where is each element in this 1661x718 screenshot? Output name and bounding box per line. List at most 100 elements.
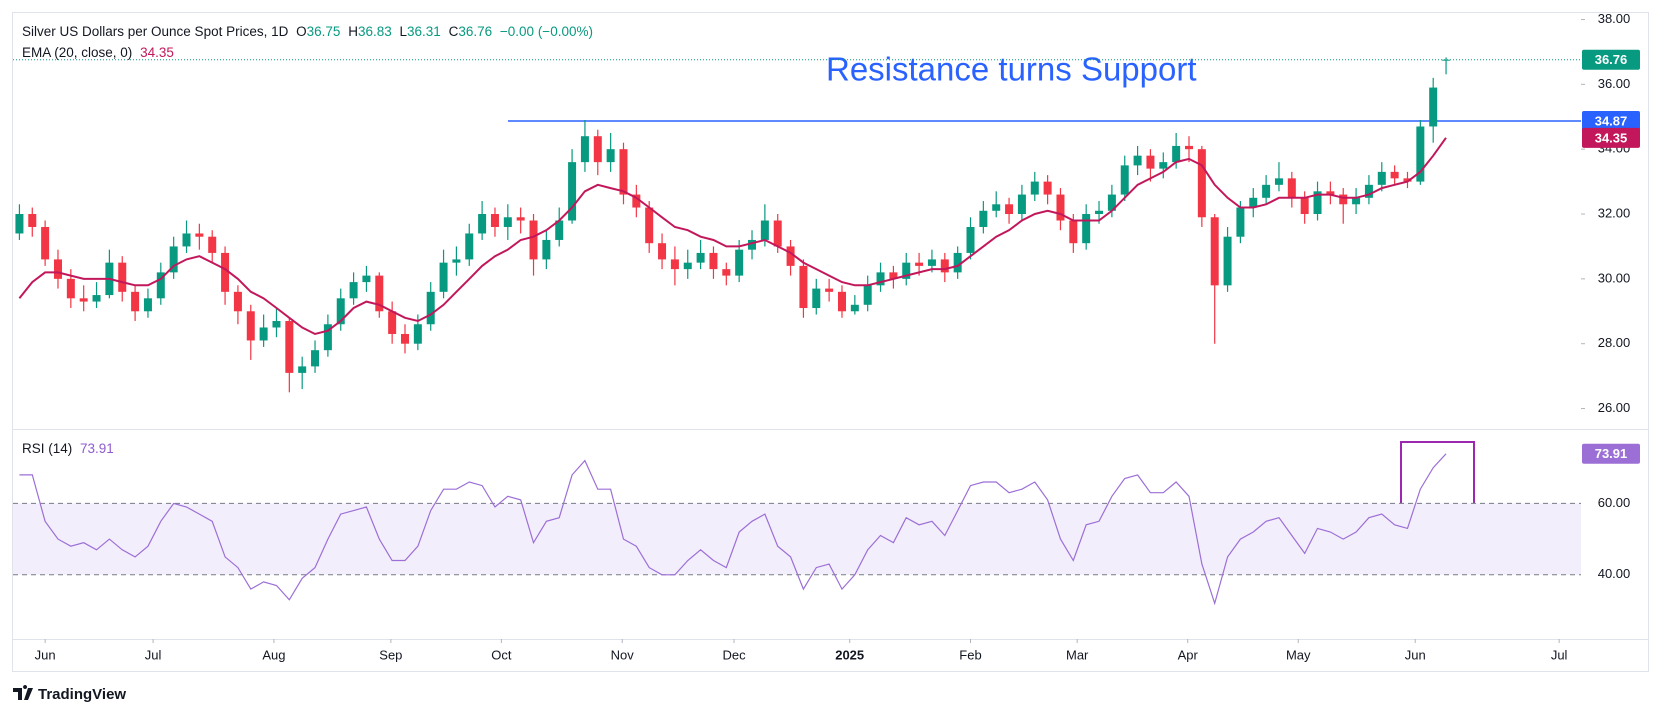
last-price-box bbox=[1582, 49, 1640, 70]
candle-body bbox=[1095, 210, 1104, 215]
candle-body bbox=[1197, 149, 1206, 218]
candle-body bbox=[709, 252, 718, 270]
rsi-box bbox=[1582, 443, 1640, 464]
candle-body bbox=[233, 291, 242, 312]
candle-body bbox=[1274, 178, 1283, 185]
candle-body bbox=[1005, 204, 1014, 215]
candle-body bbox=[1300, 197, 1309, 215]
ohlc-value: 36.83 bbox=[357, 24, 392, 39]
rsi-tick-label: 40.00 bbox=[1598, 566, 1631, 581]
candle-body bbox=[1236, 207, 1245, 237]
candle-body bbox=[182, 233, 191, 247]
candle-body bbox=[1223, 236, 1232, 286]
candle-body bbox=[542, 239, 551, 260]
candle-body bbox=[902, 262, 911, 279]
candle-body bbox=[1364, 184, 1373, 198]
ema-label: 34.35 bbox=[1595, 130, 1628, 145]
candle-body bbox=[953, 252, 962, 273]
candle-body bbox=[568, 162, 577, 221]
resistance-label: 34.87 bbox=[1595, 113, 1628, 128]
legend-rsi-value: 73.91 bbox=[80, 441, 114, 456]
candle-body bbox=[362, 275, 371, 283]
candle-body bbox=[1146, 155, 1155, 169]
candle-body bbox=[1390, 171, 1399, 179]
candle-body bbox=[1043, 181, 1052, 195]
candle-body bbox=[1210, 217, 1219, 286]
candle-body bbox=[722, 269, 731, 276]
ema-line bbox=[18, 137, 1447, 336]
candle-body bbox=[992, 204, 1001, 211]
legend-ema: EMA (20, close, 0) 34.35 bbox=[22, 45, 178, 60]
x-tick-label: Feb bbox=[959, 647, 981, 662]
candle-body bbox=[452, 259, 461, 263]
candle-body bbox=[979, 210, 988, 227]
candle-body bbox=[748, 239, 757, 250]
candle-body bbox=[1326, 191, 1335, 195]
candle-body bbox=[966, 226, 975, 253]
ohlc-letter: L bbox=[399, 24, 408, 39]
candle-body bbox=[1056, 194, 1065, 221]
y-tick-label: 36.00 bbox=[1598, 76, 1631, 91]
candle-body bbox=[580, 136, 589, 163]
candle-body bbox=[735, 249, 744, 276]
candle-body bbox=[1442, 59, 1451, 61]
candle-body bbox=[41, 226, 50, 260]
candle-body bbox=[696, 252, 705, 263]
candle-body bbox=[1017, 194, 1026, 215]
candle-body bbox=[323, 324, 332, 351]
candle-body bbox=[336, 298, 345, 325]
rsi-label: 73.91 bbox=[1595, 446, 1628, 461]
chart-border bbox=[12, 12, 1649, 672]
candle-body bbox=[1133, 155, 1142, 166]
candle-body bbox=[1377, 171, 1386, 185]
x-tick-label: Jun bbox=[35, 647, 56, 662]
candle-body bbox=[311, 350, 320, 367]
ohlc-letter: H bbox=[348, 24, 358, 39]
candle-body bbox=[413, 324, 422, 344]
candle-body bbox=[1172, 145, 1181, 163]
candle-body bbox=[876, 272, 885, 286]
candle-body bbox=[1339, 194, 1348, 205]
candle-body bbox=[670, 259, 679, 270]
candle-body bbox=[529, 220, 538, 260]
y-tick-label: 26.00 bbox=[1598, 400, 1631, 415]
legend-title: Silver US Dollars per Ounce Spot Prices,… bbox=[22, 24, 289, 39]
candle-body bbox=[1082, 214, 1091, 244]
x-tick-label: 2025 bbox=[835, 647, 864, 662]
candle-body bbox=[156, 272, 165, 299]
candle-body bbox=[773, 220, 782, 247]
candle-body bbox=[15, 214, 24, 234]
legend-main: Silver US Dollars per Ounce Spot Prices,… bbox=[22, 24, 597, 39]
candle-body bbox=[1107, 194, 1116, 211]
candle-body bbox=[927, 259, 936, 266]
candle-body bbox=[1249, 197, 1258, 208]
candle-body bbox=[79, 298, 88, 302]
ohlc-value: 36.76 bbox=[458, 24, 493, 39]
candle-body bbox=[28, 214, 37, 227]
candle-body bbox=[503, 217, 512, 227]
x-tick-label: Nov bbox=[611, 647, 635, 662]
candle-body bbox=[285, 321, 294, 373]
annotation: Resistance turns Support bbox=[826, 51, 1197, 88]
candle-body bbox=[272, 321, 281, 328]
candle-body bbox=[118, 262, 127, 292]
candle-body bbox=[645, 207, 654, 244]
candle-body bbox=[195, 233, 204, 237]
candle-body bbox=[1030, 181, 1039, 195]
x-tick-label: Apr bbox=[1178, 647, 1199, 662]
legend-rsi-name: RSI (14) bbox=[22, 441, 73, 456]
candle-body bbox=[606, 149, 615, 163]
x-tick-label: Jul bbox=[145, 647, 162, 662]
candle-body bbox=[889, 272, 898, 279]
ohlc-value: 36.75 bbox=[306, 24, 341, 39]
x-tick-label: Sep bbox=[379, 647, 402, 662]
candle-body bbox=[915, 262, 924, 266]
candle-body bbox=[812, 288, 821, 309]
candle-body bbox=[259, 327, 268, 341]
candle-body bbox=[53, 259, 62, 279]
x-tick-label: Jul bbox=[1551, 647, 1568, 662]
candle-body bbox=[593, 136, 602, 163]
candle-body bbox=[465, 233, 474, 260]
candle-body bbox=[349, 282, 358, 299]
